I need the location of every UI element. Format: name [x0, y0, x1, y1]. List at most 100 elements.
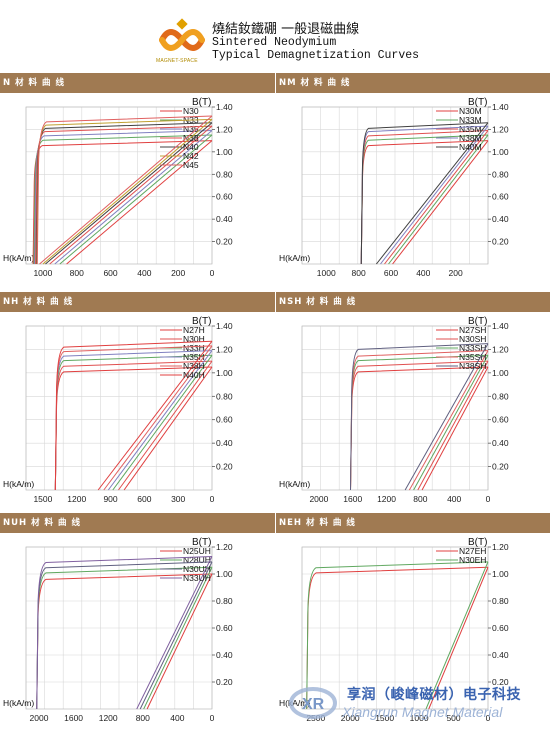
- x-tick-label: 400: [447, 494, 461, 504]
- plot-frame: [25, 106, 213, 265]
- legend-label: N35: [183, 124, 199, 134]
- series-curve-n40h: [54, 340, 213, 491]
- plot-frame: [301, 106, 489, 265]
- x-tick-label: 600: [103, 268, 117, 278]
- x-tick-label: 0: [486, 713, 491, 723]
- logo-text: MAGNET-SPACE: [156, 58, 198, 64]
- x-tick-label: 1000: [410, 713, 429, 723]
- x-tick-label: 1600: [64, 713, 83, 723]
- series-line-n38sh: [404, 343, 489, 491]
- series-curve-n30h: [54, 360, 213, 491]
- y-tick-label: 0.40: [216, 214, 233, 224]
- x-tick-label: 1600: [343, 494, 362, 504]
- y-axis-label: B(T): [468, 537, 487, 548]
- x-tick-label: 500: [446, 713, 460, 723]
- x-tick-label: 800: [70, 268, 84, 278]
- chart-panel-n: N 材 料 曲 线 0.20 0.40 0.60 0.80 1.00 1.20 1.40 10…: [0, 73, 275, 284]
- y-tick-label: 0.20: [216, 462, 233, 472]
- magnet-space-logo: [159, 18, 205, 51]
- chart-title-nm: NM 材 料 曲 线: [276, 73, 550, 93]
- chart-title-n: N 材 料 曲 线: [0, 73, 275, 93]
- chart-svg: 0.20 0.40 0.60 0.80 1.00 1.20 1.40 1000 800 600 40…: [3, 97, 233, 278]
- series-line-n28uh: [143, 567, 213, 710]
- watermark-text-cn: 享润（峻峰磁材）电子科技: [347, 687, 521, 703]
- series-line-n35: [54, 130, 213, 265]
- y-tick-label: 1.40: [216, 102, 233, 112]
- series-line-n35sh: [408, 350, 489, 491]
- legend-label: N40M: [459, 142, 482, 152]
- plot-frame: [301, 325, 489, 491]
- y-tick-label: 0.80: [492, 169, 509, 179]
- x-tick-label: 1200: [99, 713, 118, 723]
- x-tick-label: 2000: [30, 713, 49, 723]
- y-tick-label: 1.20: [492, 124, 509, 134]
- legend-label: N28UH: [183, 555, 211, 565]
- x-tick-label: 200: [171, 268, 185, 278]
- y-tick-label: 0.60: [492, 415, 509, 425]
- series-line-n38: [49, 125, 213, 265]
- y-tick-label: 0.20: [492, 237, 509, 247]
- chart-title-nsh: NSH 材 料 曲 线: [276, 292, 550, 312]
- chart-svg: 0.20 0.40 0.60 0.80 1.00 1.20 1.40 2000 1600 1200…: [279, 316, 509, 504]
- series-line-n33h: [112, 354, 213, 491]
- series-line-n25uh: [146, 573, 213, 710]
- x-tick-label: 2000: [309, 494, 328, 504]
- legend-label: N40H: [183, 370, 205, 380]
- y-axis-label: B(T): [192, 316, 211, 327]
- x-tick-label: 0: [486, 494, 491, 504]
- y-tick-label: 0.80: [492, 391, 509, 401]
- y-tick-label: 0.40: [492, 214, 509, 224]
- legend-label: N35H: [183, 352, 205, 362]
- series-line-n38m: [380, 125, 489, 265]
- series-line-n27sh: [421, 366, 489, 491]
- y-tick-label: 0.60: [492, 192, 509, 202]
- x-tick-label: 0: [210, 713, 215, 723]
- series-curve-n30eh: [306, 561, 489, 710]
- y-tick-label: 1.00: [216, 569, 233, 579]
- legend-label: N38M: [459, 133, 482, 143]
- x-axis-label: H(kA/m): [279, 253, 310, 263]
- series-curve-n38sh: [349, 343, 489, 491]
- y-axis-label: B(T): [468, 97, 487, 108]
- y-tick-label: 0.20: [216, 237, 233, 247]
- chart-panel-nh: NH 材 料 曲 线 0.20 0.40 0.60 0.80 1.00 1.20 1.40 1…: [0, 292, 275, 510]
- series-line-n38h: [103, 345, 213, 491]
- chart-svg: 0.20 0.40 0.60 0.80 1.00 1.20 1.40 1000 800 600 40…: [279, 97, 509, 278]
- chart-title-nuh: NUH 材 料 曲 线: [0, 513, 275, 533]
- x-tick-label: 800: [352, 268, 366, 278]
- series-line-n33uh: [136, 556, 213, 710]
- y-axis-label: B(T): [468, 316, 487, 327]
- x-tick-label: 600: [137, 494, 151, 504]
- y-tick-label: 1.40: [492, 102, 509, 112]
- x-tick-label: 1500: [375, 713, 394, 723]
- y-axis-label: B(T): [192, 537, 211, 548]
- y-tick-label: 0.20: [492, 677, 509, 687]
- legend-label: N27EH: [459, 546, 486, 556]
- watermark-logo-icon: XR: [289, 687, 337, 719]
- series-line-n30: [66, 140, 213, 265]
- x-tick-label: 1500: [33, 494, 52, 504]
- y-tick-label: 1.40: [216, 321, 233, 331]
- series-curve-n45: [36, 115, 213, 265]
- series-line-n30h: [118, 360, 213, 491]
- chart-title-nh: NH 材 料 曲 线: [0, 292, 275, 312]
- x-tick-label: 200: [449, 268, 463, 278]
- y-tick-label: 0.60: [216, 623, 233, 633]
- y-tick-label: 1.40: [492, 321, 509, 331]
- x-tick-label: 1000: [317, 268, 336, 278]
- chart-panel-nuh: NUH 材 料 曲 线 0.20 0.40 0.60 0.80 1.00 1.20 2000…: [0, 513, 275, 729]
- x-tick-label: 300: [171, 494, 185, 504]
- y-tick-label: 0.20: [216, 677, 233, 687]
- x-axis-label: H(kA/m): [279, 479, 310, 489]
- chart-svg: 0.20 0.40 0.60 0.80 1.00 1.20 2000 1600 1200 800 4…: [3, 537, 233, 723]
- series-line-n30uh: [139, 561, 213, 710]
- x-tick-label: 0: [210, 268, 215, 278]
- grid: [301, 546, 489, 709]
- chart-panel-nsh: NSH 材 料 曲 线 0.20 0.40 0.60 0.80 1.00 1.20 1.40…: [276, 292, 550, 510]
- y-tick-label: 0.60: [216, 192, 233, 202]
- x-axis-label: H(kA/m): [3, 698, 34, 708]
- legend-label: N35SH: [459, 352, 486, 362]
- y-tick-label: 0.60: [216, 415, 233, 425]
- legend-label: N27H: [183, 325, 205, 335]
- y-tick-label: 1.00: [492, 147, 509, 157]
